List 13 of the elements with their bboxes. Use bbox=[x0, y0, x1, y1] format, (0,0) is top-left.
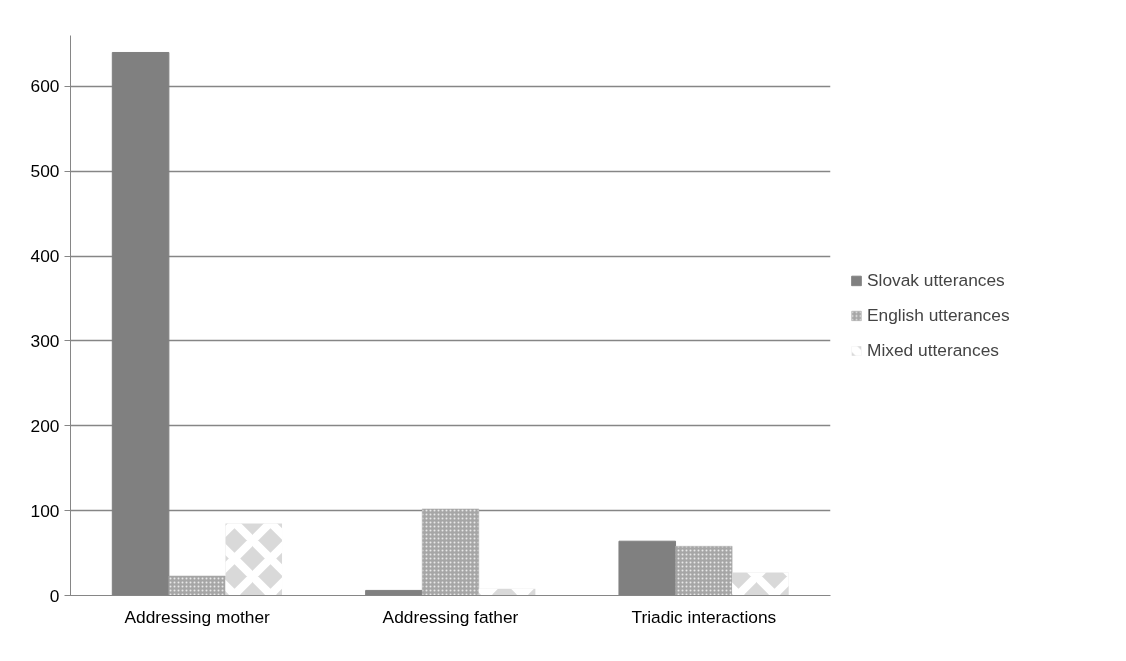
x-tick-label: Triadic interactions bbox=[631, 606, 777, 627]
y-tick-label: 500 bbox=[30, 161, 60, 182]
y-tick-label: 300 bbox=[30, 330, 60, 351]
y-tick-label: 200 bbox=[30, 415, 60, 436]
y-tick-label: 600 bbox=[30, 76, 60, 97]
x-tick-label: Addressing father bbox=[382, 606, 519, 627]
y-tick-label: 400 bbox=[30, 246, 60, 267]
y-tick-label: 0 bbox=[49, 585, 60, 606]
legend-label: English utterances bbox=[867, 304, 1010, 326]
y-tick-label: 100 bbox=[30, 500, 60, 521]
legend-label: Slovak utterances bbox=[867, 269, 1005, 291]
x-tick-label: Addressing mother bbox=[124, 606, 271, 627]
legend-label: Mixed utterances bbox=[867, 339, 999, 361]
